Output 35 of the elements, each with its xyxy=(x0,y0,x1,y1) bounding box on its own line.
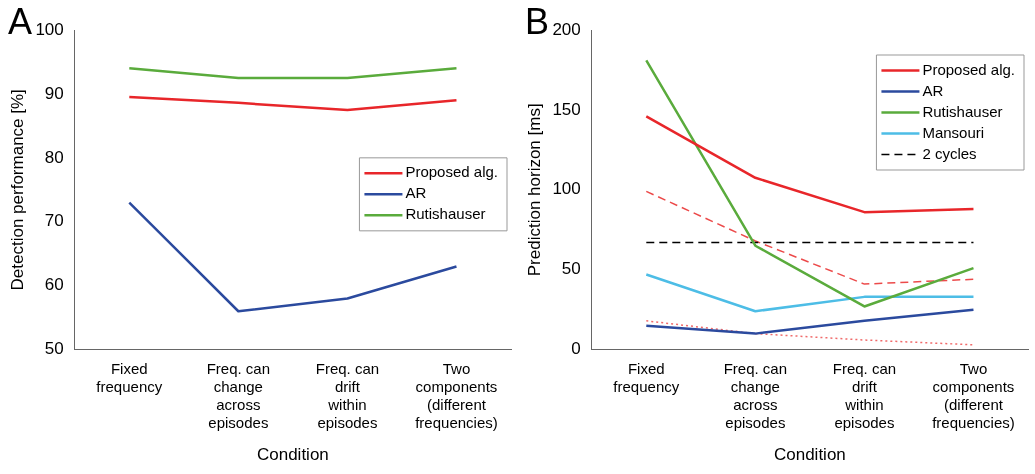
x-tick-label: Two components (different frequencies) xyxy=(932,359,1015,431)
y-axis-title: Detection performance [%] xyxy=(7,89,27,291)
legend-label: Proposed alg. xyxy=(922,60,1016,78)
x-tick-label: Two components (different frequencies) xyxy=(415,359,498,431)
y-tick-label: 100 xyxy=(552,179,581,199)
y-tick-label: 100 xyxy=(35,19,64,39)
x-tick-label: Freq. can drift within episodes xyxy=(832,359,897,431)
x-tick-label: Freq. can change across episodes xyxy=(723,359,788,431)
x-axis-title: Condition xyxy=(256,445,329,465)
y-tick-label: 200 xyxy=(552,19,581,39)
x-tick-label: Fixed frequency xyxy=(96,359,163,395)
legend-label: Rutishauser xyxy=(405,205,486,223)
legend-label: Proposed alg. xyxy=(405,163,499,181)
y-axis-title: Prediction horizon [ms] xyxy=(524,103,544,277)
y-tick-label: 80 xyxy=(44,147,64,167)
x-tick-label: Fixed frequency xyxy=(613,359,680,395)
y-tick-label: 60 xyxy=(44,275,64,295)
y-tick-label: 50 xyxy=(44,339,64,359)
x-axis-title: Condition xyxy=(773,445,846,465)
x-tick-label: Freq. can drift within episodes xyxy=(315,359,380,431)
y-tick-label: 90 xyxy=(44,83,64,103)
x-tick-label: Freq. can change across episodes xyxy=(206,359,271,431)
chart-title: B xyxy=(525,0,550,42)
y-tick-label: 0 xyxy=(571,339,581,359)
chart-title: A xyxy=(8,0,33,42)
y-tick-label: 150 xyxy=(552,99,581,119)
line-series xyxy=(645,320,975,346)
legend-label: AR xyxy=(405,184,427,202)
y-tick-label: 70 xyxy=(44,211,64,231)
legend-label: 2 cycles xyxy=(922,144,977,162)
y-tick-label: 50 xyxy=(561,259,581,279)
legend-label: Mansouri xyxy=(922,123,985,141)
line-series xyxy=(645,190,975,285)
legend-label: Rutishauser xyxy=(922,102,1003,120)
legend-label: AR xyxy=(922,81,944,99)
